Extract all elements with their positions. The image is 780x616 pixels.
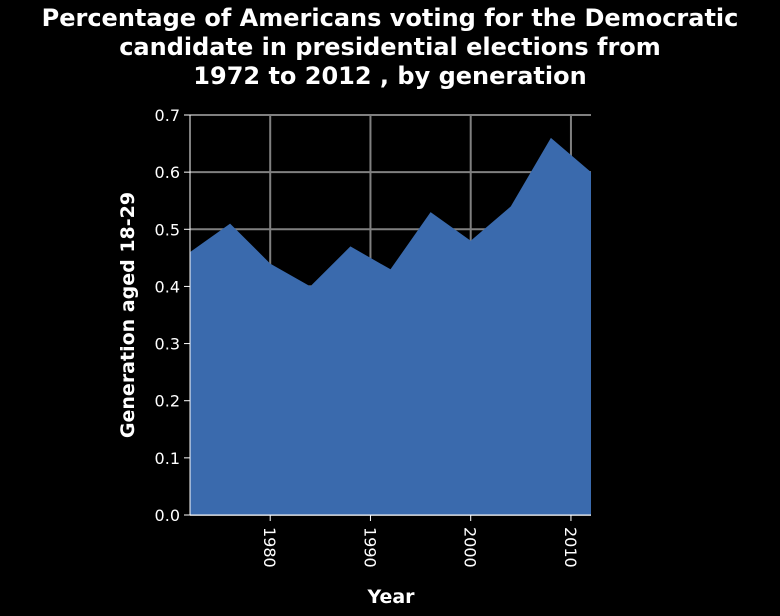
- y-axis-label: Generation aged 18-29: [117, 192, 139, 438]
- y-axis-ticks: 0.0 0.1 0.2 0.3 0.4 0.5 0.6 0.7: [155, 106, 190, 525]
- x-axis-label: Year: [366, 586, 415, 608]
- x-tick-label: 2000: [461, 527, 480, 568]
- y-tick-label: 0.2: [155, 392, 180, 411]
- y-tick-label: 0.7: [155, 106, 180, 125]
- chart-title: Percentage of Americans voting for the D…: [41, 4, 739, 90]
- y-tick-label: 0.5: [155, 220, 180, 239]
- area-series: [190, 137, 591, 515]
- y-tick-label: 0.3: [155, 335, 180, 354]
- axes: [189, 115, 591, 516]
- y-tick-label: 0.0: [155, 506, 180, 525]
- y-tick-label: 0.1: [155, 449, 180, 468]
- y-tick-label: 0.4: [155, 277, 180, 296]
- x-tick-label: 2010: [561, 527, 580, 568]
- y-tick-label: 0.6: [155, 163, 180, 182]
- x-tick-label: 1990: [360, 527, 379, 568]
- x-axis-ticks: 1980 1990 2000 2010: [260, 515, 580, 568]
- x-tick-label: 1980: [260, 527, 279, 568]
